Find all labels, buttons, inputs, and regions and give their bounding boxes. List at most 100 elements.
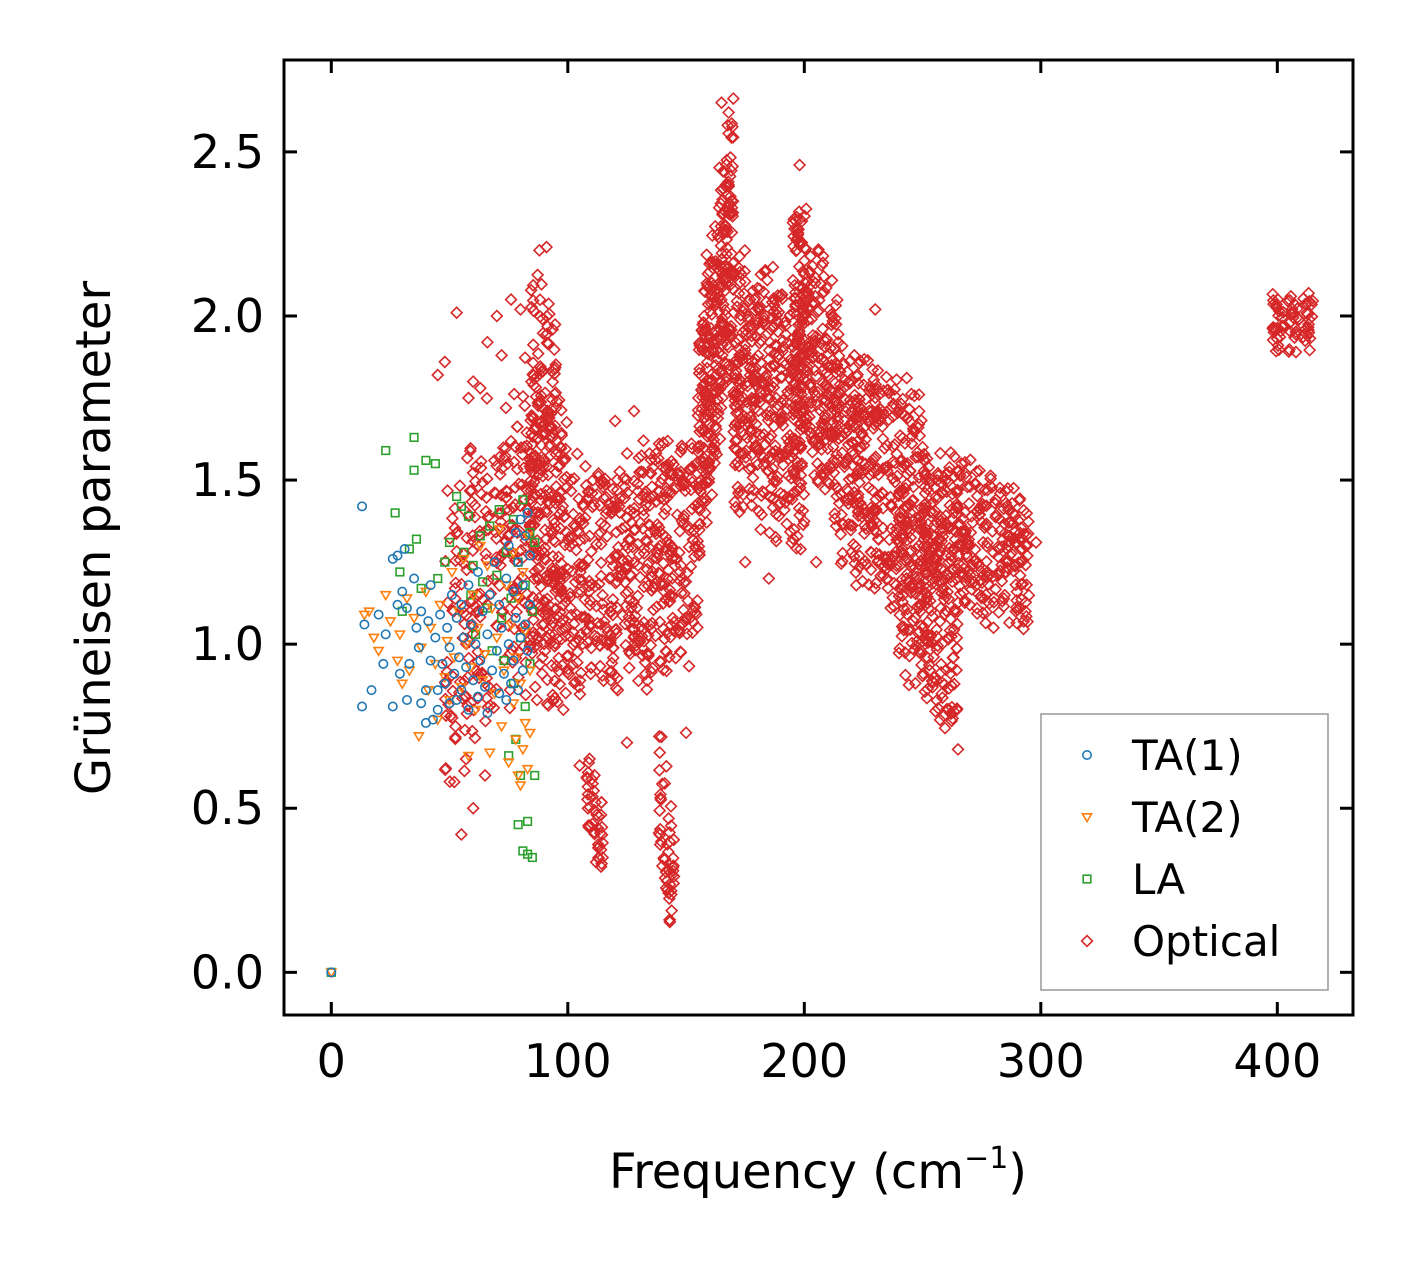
- optical-point: [777, 488, 791, 502]
- optical-point: [815, 417, 829, 431]
- optical-point: [946, 651, 960, 665]
- optical-point: [906, 614, 920, 628]
- optical-point: [954, 457, 968, 471]
- optical-point: [731, 480, 745, 494]
- optical-point: [775, 288, 789, 302]
- data-point: [393, 630, 406, 641]
- optical-point: [706, 337, 720, 351]
- series-layer: [325, 92, 1320, 979]
- optical-point: [596, 836, 610, 850]
- optical-point: [653, 746, 667, 760]
- data-point: [423, 616, 434, 627]
- optical-point: [896, 482, 910, 497]
- optical-point: [702, 460, 716, 474]
- optical-point: [792, 279, 806, 293]
- optical-point: [956, 557, 970, 571]
- optical-point: [657, 507, 671, 521]
- optical-point: [790, 233, 804, 247]
- optical-point: [665, 486, 679, 500]
- optical-point: [494, 515, 508, 529]
- optical-point: [799, 202, 813, 216]
- data-point: [441, 636, 454, 648]
- optical-point: [918, 524, 932, 538]
- optical-point: [675, 473, 689, 487]
- optical-point: [812, 303, 826, 317]
- optical-point: [664, 540, 678, 554]
- optical-point: [791, 456, 805, 470]
- optical-point: [652, 826, 666, 840]
- optical-point: [1000, 499, 1014, 513]
- data-point: [474, 541, 487, 552]
- optical-point: [631, 674, 646, 688]
- optical-point: [731, 397, 745, 411]
- optical-point: [797, 414, 811, 428]
- optical-point: [888, 437, 902, 452]
- optical-point: [950, 605, 964, 619]
- optical-point: [935, 534, 949, 548]
- optical-point: [546, 513, 560, 527]
- data-point: [359, 619, 370, 630]
- optical-point: [962, 564, 976, 578]
- optical-point: [598, 478, 612, 492]
- optical-point: [453, 479, 467, 493]
- optical-point: [918, 480, 932, 494]
- optical-point: [835, 339, 849, 353]
- optical-point: [950, 642, 964, 656]
- optical-point: [732, 286, 746, 300]
- optical-point: [1266, 287, 1280, 301]
- optical-point: [945, 714, 959, 728]
- optical-point: [788, 278, 802, 292]
- optical-point: [934, 601, 948, 615]
- optical-point: [675, 439, 689, 453]
- optical-point: [697, 424, 711, 438]
- optical-point: [700, 355, 714, 369]
- optical-point: [441, 484, 455, 498]
- optical-point: [581, 553, 595, 567]
- optical-point: [709, 422, 723, 436]
- optical-point: [956, 511, 970, 525]
- optical-point: [498, 449, 512, 463]
- optical-point: [653, 804, 667, 818]
- optical-point: [869, 405, 883, 419]
- optical-point: [961, 535, 975, 550]
- optical-point: [527, 304, 541, 318]
- optical-point: [541, 319, 555, 333]
- optical-point: [624, 569, 638, 583]
- optical-point: [918, 486, 932, 500]
- optical-point: [926, 529, 940, 543]
- optical-point: [707, 346, 721, 360]
- legend-label: TA(2): [1131, 793, 1243, 842]
- optical-point: [1010, 585, 1024, 599]
- optical-point: [786, 340, 800, 354]
- optical-point: [730, 294, 744, 308]
- optical-point: [889, 399, 903, 414]
- optical-point: [514, 441, 528, 455]
- optical-point: [918, 685, 932, 699]
- optical-point: [709, 368, 723, 382]
- data-point: [506, 678, 517, 689]
- data-point: [397, 586, 408, 597]
- data-point: [421, 455, 431, 465]
- data-point: [527, 852, 537, 863]
- optical-point: [666, 611, 680, 625]
- optical-point: [585, 772, 599, 786]
- data-point: [472, 566, 483, 577]
- optical-point: [457, 599, 471, 614]
- optical-point: [448, 730, 463, 744]
- optical-point: [469, 605, 483, 619]
- data-point: [445, 567, 458, 579]
- optical-point: [969, 579, 983, 593]
- optical-point: [619, 472, 633, 486]
- legend-marker: [1080, 934, 1094, 948]
- optical-point: [693, 362, 707, 376]
- optical-point: [1018, 604, 1032, 618]
- optical-point: [475, 476, 490, 490]
- optical-point: [546, 375, 560, 389]
- optical-point: [730, 455, 744, 469]
- optical-point: [533, 506, 547, 520]
- optical-point: [659, 664, 674, 678]
- data-point: [456, 599, 467, 610]
- optical-point: [893, 559, 907, 573]
- optical-point: [615, 522, 629, 536]
